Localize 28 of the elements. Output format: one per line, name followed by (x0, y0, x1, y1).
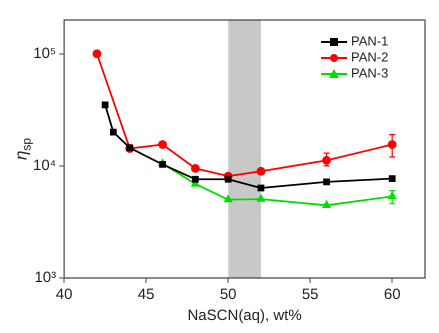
y-tick-label: 10³ (34, 269, 56, 286)
y-axis-title: ηsp (12, 138, 34, 160)
x-axis-title: NaSCN(aq), wt% (187, 307, 302, 324)
x-tick-label: 40 (56, 286, 72, 304)
y-tick-label: 10⁴ (32, 157, 56, 174)
point (257, 194, 265, 202)
x-tick-label: 45 (138, 286, 154, 304)
x-tick-label: 50 (220, 286, 237, 304)
point (159, 161, 166, 168)
point (192, 176, 199, 183)
x-tick-label: 60 (384, 286, 401, 304)
y-tick-label: 10⁵ (33, 44, 56, 62)
legend-label: PAN-1 (351, 34, 388, 49)
point (224, 195, 232, 202)
point (388, 175, 396, 182)
point (224, 176, 232, 183)
point (158, 140, 167, 149)
point (110, 128, 117, 136)
point (323, 178, 330, 186)
point (190, 164, 200, 173)
point (92, 49, 102, 58)
legend-label: PAN-2 (351, 50, 388, 65)
point (322, 200, 331, 208)
point (102, 102, 109, 108)
point (258, 184, 264, 192)
x-tick-label: 55 (302, 286, 319, 304)
point (256, 166, 266, 176)
legend-label: PAN-3 (351, 66, 388, 81)
